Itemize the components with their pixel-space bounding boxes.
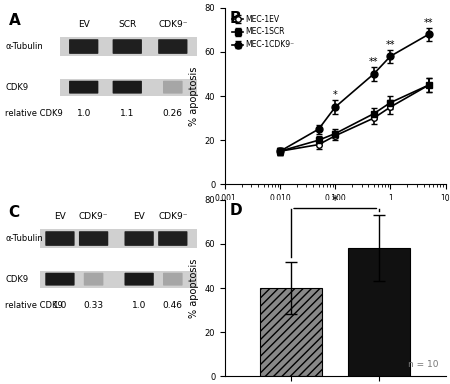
Text: 1.0: 1.0 xyxy=(53,301,67,310)
Text: 0.33: 0.33 xyxy=(84,301,104,310)
Bar xyxy=(40,271,197,288)
FancyBboxPatch shape xyxy=(112,81,142,94)
Text: relative CDK9: relative CDK9 xyxy=(5,109,63,118)
Text: α-Tubulin: α-Tubulin xyxy=(5,234,43,243)
Text: CDK9⁻: CDK9⁻ xyxy=(158,20,188,29)
FancyBboxPatch shape xyxy=(158,231,188,246)
Text: *: * xyxy=(333,90,338,101)
Bar xyxy=(60,37,197,56)
Text: relative CDK9: relative CDK9 xyxy=(5,301,63,310)
Bar xyxy=(40,229,197,248)
Text: EV: EV xyxy=(54,212,66,221)
Text: SCR: SCR xyxy=(118,20,136,29)
Text: CDK9: CDK9 xyxy=(5,275,29,284)
Bar xyxy=(348,248,410,376)
Text: **: ** xyxy=(386,40,395,50)
X-axis label: Fludarabine (μM): Fludarabine (μM) xyxy=(293,209,377,218)
Text: CDK9: CDK9 xyxy=(5,83,29,92)
FancyBboxPatch shape xyxy=(125,231,154,246)
Bar xyxy=(60,79,197,96)
FancyBboxPatch shape xyxy=(45,231,75,246)
FancyBboxPatch shape xyxy=(79,231,108,246)
Text: **: ** xyxy=(424,18,434,28)
FancyBboxPatch shape xyxy=(112,39,142,54)
Y-axis label: % apoptosis: % apoptosis xyxy=(189,258,199,318)
Text: EV: EV xyxy=(133,212,145,221)
FancyBboxPatch shape xyxy=(125,273,154,286)
Text: EV: EV xyxy=(78,20,90,29)
Text: 1.0: 1.0 xyxy=(132,301,146,310)
Bar xyxy=(260,288,322,376)
FancyBboxPatch shape xyxy=(69,81,99,94)
Text: D: D xyxy=(230,203,242,218)
Text: C: C xyxy=(9,205,20,220)
Text: **: ** xyxy=(369,57,378,67)
Text: B: B xyxy=(230,11,241,26)
FancyBboxPatch shape xyxy=(158,39,188,54)
Text: *: * xyxy=(332,194,338,207)
Text: CDK9⁻: CDK9⁻ xyxy=(158,212,188,221)
FancyBboxPatch shape xyxy=(163,81,183,94)
FancyBboxPatch shape xyxy=(69,39,99,54)
Y-axis label: % apoptosis: % apoptosis xyxy=(189,66,199,126)
FancyBboxPatch shape xyxy=(84,273,104,286)
Text: 0.46: 0.46 xyxy=(163,301,183,310)
FancyBboxPatch shape xyxy=(45,273,75,286)
Text: n = 10: n = 10 xyxy=(409,360,439,369)
Text: CDK9⁻: CDK9⁻ xyxy=(79,212,108,221)
Text: 1.0: 1.0 xyxy=(76,109,91,118)
Text: 1.1: 1.1 xyxy=(120,109,135,118)
Text: α-Tubulin: α-Tubulin xyxy=(5,42,43,51)
FancyBboxPatch shape xyxy=(163,273,183,286)
Legend: MEC-1EV, MEC-1SCR, MEC-1CDK9⁻: MEC-1EV, MEC-1SCR, MEC-1CDK9⁻ xyxy=(229,12,298,52)
Text: 0.26: 0.26 xyxy=(163,109,183,118)
Text: A: A xyxy=(9,13,20,28)
